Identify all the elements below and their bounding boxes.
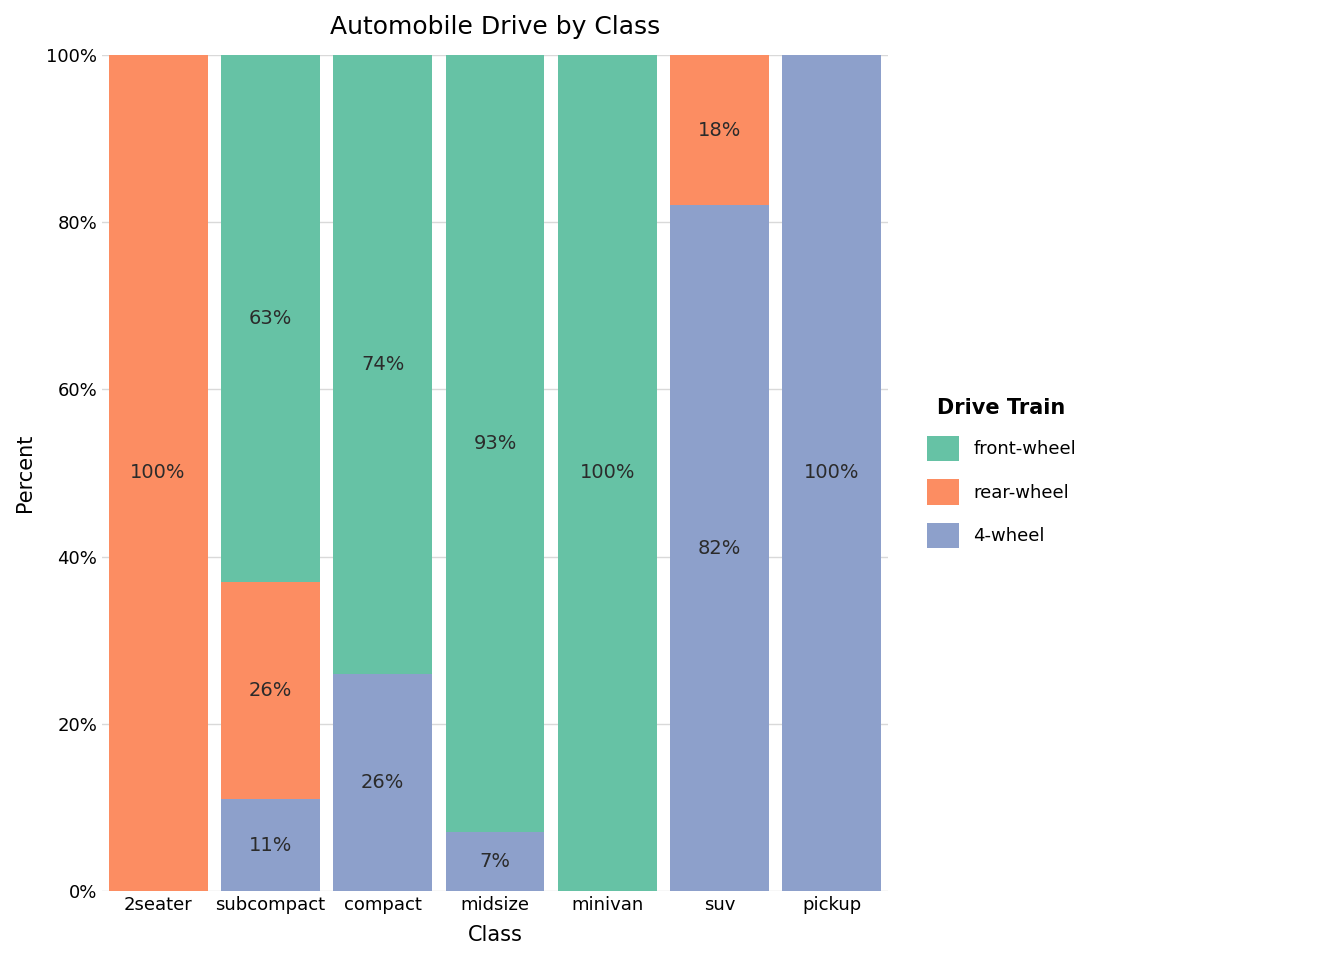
Text: 100%: 100% (130, 464, 185, 483)
Text: 100%: 100% (804, 464, 860, 483)
Bar (782, 55, 882, 891)
Legend: front-wheel, rear-wheel, 4-wheel: front-wheel, rear-wheel, 4-wheel (905, 376, 1098, 570)
Bar (671, 55, 769, 205)
Bar (220, 55, 320, 582)
Text: 63%: 63% (249, 309, 292, 327)
Text: 11%: 11% (249, 835, 292, 854)
Bar (109, 55, 207, 891)
Bar (333, 674, 433, 891)
Title: Automobile Drive by Class: Automobile Drive by Class (329, 15, 660, 39)
Bar (446, 55, 544, 832)
Text: 93%: 93% (473, 434, 516, 453)
Bar (220, 799, 320, 891)
Text: 74%: 74% (362, 355, 405, 373)
Text: 18%: 18% (698, 121, 742, 139)
Bar (446, 832, 544, 891)
X-axis label: Class: Class (468, 925, 523, 945)
Text: 26%: 26% (362, 773, 405, 792)
Bar (333, 55, 433, 674)
Text: 26%: 26% (249, 681, 292, 700)
Bar (558, 55, 657, 891)
Text: 7%: 7% (480, 852, 511, 872)
Bar (671, 205, 769, 891)
Text: 100%: 100% (579, 464, 636, 483)
Y-axis label: Percent: Percent (15, 434, 35, 512)
Text: 82%: 82% (698, 539, 742, 558)
Bar (220, 582, 320, 799)
